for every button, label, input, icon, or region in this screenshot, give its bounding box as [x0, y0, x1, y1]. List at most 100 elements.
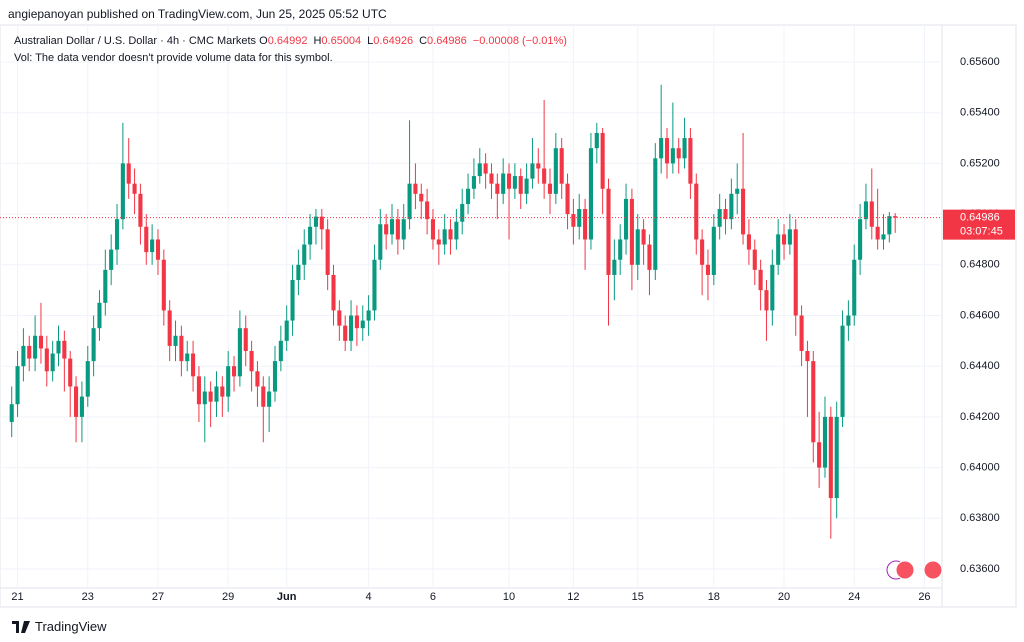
candle-body	[413, 183, 418, 194]
ohlc-label: L	[367, 35, 374, 47]
candle-body	[506, 173, 512, 189]
ohlc-value: 0.64992	[267, 35, 308, 47]
candle-body	[758, 269, 763, 291]
logo	[12, 620, 30, 633]
candle-body	[717, 209, 722, 227]
candle-body	[483, 163, 488, 174]
candle-body	[606, 188, 611, 275]
candle-body	[852, 259, 857, 316]
candle-body	[571, 214, 576, 227]
candle-body	[132, 183, 137, 194]
x-tick-label: 23	[82, 591, 94, 603]
candle-body	[746, 234, 751, 250]
x-tick-label: 6	[430, 591, 436, 603]
candle-body	[378, 224, 383, 260]
ohlc-label: O	[259, 35, 268, 47]
candle-body	[530, 163, 535, 179]
x-tick-label: 18	[708, 591, 720, 603]
candle-body	[360, 320, 365, 329]
candle-body	[27, 345, 32, 359]
candle-body	[863, 201, 868, 220]
candle-body	[512, 176, 517, 189]
ohlc-value: 0.64986	[427, 35, 467, 47]
candle-body	[887, 216, 892, 235]
candle-body	[700, 239, 705, 265]
candle-body	[389, 219, 395, 235]
event-icon[interactable]	[923, 560, 943, 580]
candle-body	[846, 315, 851, 326]
candle-body	[489, 173, 494, 184]
candle-body	[641, 229, 646, 245]
candle-body	[495, 183, 500, 194]
x-tick-label: 27	[152, 591, 164, 603]
candle-body	[62, 340, 67, 359]
candle-body	[384, 224, 389, 235]
event-icon[interactable]	[895, 560, 915, 580]
candle-body	[688, 138, 693, 184]
x-tick-label: Jun	[277, 591, 297, 603]
y-tick-label: 0.63800	[960, 512, 1000, 524]
y-tick-label: 0.65400	[960, 107, 1000, 119]
x-tick-label: 24	[848, 591, 860, 603]
y-tick-label: 0.65200	[960, 157, 1000, 169]
candle-body	[114, 219, 120, 250]
candle-body	[144, 226, 149, 253]
ohlc-label: C	[419, 35, 428, 47]
candle-body	[670, 148, 675, 164]
candle-body	[799, 315, 804, 351]
candle-body	[185, 353, 190, 362]
symbol: Australian Dollar / U.S. Dollar · 4h · C…	[14, 35, 257, 47]
x-tick-label: 4	[366, 591, 372, 603]
candle-body	[50, 353, 55, 372]
candle-body	[682, 138, 687, 159]
candle-body	[811, 361, 816, 443]
candle-body	[150, 239, 155, 253]
candle-body	[214, 386, 219, 402]
candle-body	[366, 310, 371, 321]
candle-body	[869, 201, 874, 227]
y-tick-label: 0.64000	[960, 461, 1000, 473]
candle-body	[793, 229, 798, 316]
candle-body	[629, 198, 634, 265]
candle-body	[553, 148, 558, 194]
y-tick-label: 0.63600	[960, 563, 1000, 575]
candle-body	[97, 302, 102, 329]
ohlc-value: 0.65004	[321, 35, 362, 47]
candle-body	[354, 315, 359, 329]
candle-body	[272, 361, 278, 392]
candle-body	[471, 176, 476, 189]
candle-body	[284, 320, 289, 341]
x-tick-label: 10	[503, 591, 515, 603]
candle-body	[501, 173, 506, 194]
candle-body	[711, 226, 716, 275]
legend: Australian Dollar / U.S. Dollar · 4h · C…	[14, 33, 573, 67]
candle-body	[466, 188, 471, 204]
footer: TradingView	[12, 619, 107, 634]
candle-body	[565, 183, 570, 215]
candle-body	[278, 340, 283, 362]
candle-body	[179, 335, 184, 362]
candle-body	[840, 325, 845, 417]
candle-body	[103, 269, 108, 303]
candle-body	[231, 366, 237, 377]
candle-body	[79, 396, 84, 417]
candle-body	[653, 158, 658, 270]
candle-body	[68, 358, 73, 387]
candle-body	[44, 348, 49, 372]
y-tick-label: 0.65600	[960, 56, 1000, 68]
candle-body	[828, 416, 833, 499]
x-tick-label: 20	[778, 591, 790, 603]
last-price-box	[943, 209, 1015, 240]
candle-body	[331, 274, 336, 311]
y-tick-label: 0.64400	[960, 360, 1000, 372]
candle-body	[583, 209, 588, 240]
candle-body	[735, 188, 740, 194]
publisher: angiepanoyan published on TradingView.co…	[8, 7, 387, 21]
candle-body	[430, 219, 436, 240]
candle-body	[542, 168, 547, 184]
candle-body	[401, 219, 406, 240]
candle-body	[635, 229, 640, 265]
candle-body	[594, 132, 599, 149]
candle-body	[536, 163, 541, 169]
candle-body	[9, 404, 14, 422]
